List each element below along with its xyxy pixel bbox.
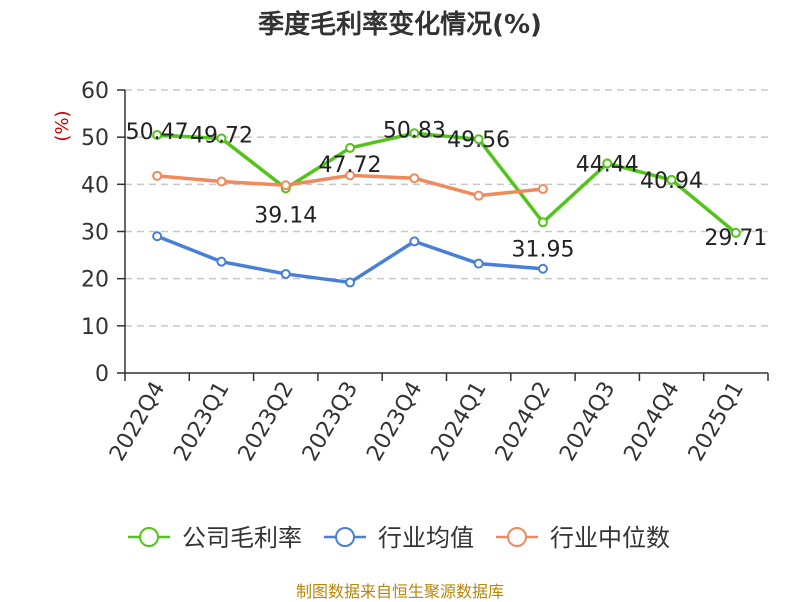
x-tick-label: 2023Q2: [234, 378, 299, 466]
data-label: 47.72: [319, 153, 382, 178]
data-point: [666, 174, 677, 185]
x-tick-label: 2023Q4: [362, 378, 427, 466]
x-tick-label: 2023Q3: [298, 378, 363, 466]
data-point: [280, 268, 291, 279]
data-point: [345, 142, 356, 153]
data-point: [152, 170, 163, 181]
data-label: 31.95: [511, 237, 574, 262]
data-label: 49.56: [447, 128, 510, 153]
data-label: 39.14: [254, 203, 317, 228]
data-point: [216, 256, 227, 267]
data-point: [537, 217, 548, 228]
data-point: [409, 173, 420, 184]
data-point: [280, 180, 291, 191]
data-label: 29.71: [704, 226, 767, 251]
data-point: [537, 184, 548, 195]
legend-label: 公司毛利率: [182, 524, 302, 552]
x-tick-label: 2024Q1: [427, 378, 492, 466]
data-point: [152, 231, 163, 242]
y-tick-label: 20: [81, 268, 109, 293]
data-label: 50.83: [383, 118, 446, 143]
legend-label: 行业中位数: [550, 524, 670, 552]
data-point: [473, 134, 484, 145]
legend: 公司毛利率 行业均值 行业中位数: [128, 524, 670, 552]
data-point: [473, 190, 484, 201]
x-tick-label: 2024Q4: [619, 378, 684, 466]
data-label: 40.94: [640, 169, 703, 194]
x-tick-label: 2024Q3: [555, 378, 620, 466]
series-layer: [152, 128, 741, 288]
x-tick-label: 2024Q2: [491, 378, 556, 466]
y-tick-label: 10: [81, 315, 109, 340]
y-tick-label: 0: [95, 362, 109, 387]
chart-title: 季度毛利率变化情况(%): [258, 10, 542, 40]
data-point: [345, 170, 356, 181]
legend-label: 行业均值: [378, 524, 474, 552]
source-note: 制图数据来自恒生聚源数据库: [295, 582, 504, 601]
y-axis-unit: (%): [52, 110, 73, 141]
legend-marker: [335, 527, 355, 547]
axes: [124, 90, 768, 374]
data-point: [345, 277, 356, 288]
data-point: [602, 158, 613, 169]
series-line: [157, 131, 737, 235]
y-tick-label: 30: [81, 221, 109, 246]
data-point: [409, 128, 420, 139]
series-line: [156, 234, 544, 285]
data-point: [537, 263, 548, 274]
data-point: [216, 133, 227, 144]
x-tick-label: 2022Q4: [105, 378, 170, 466]
y-tick-label: 50: [81, 126, 109, 151]
data-point: [216, 176, 227, 187]
y-tick-label: 40: [81, 173, 109, 198]
y-tick-label: 60: [81, 79, 109, 104]
data-point: [473, 258, 484, 269]
legend-marker: [507, 527, 527, 547]
data-label: 50.47: [126, 120, 189, 145]
data-label: 44.44: [576, 152, 639, 177]
data-label: 49.72: [190, 123, 253, 148]
data-point: [730, 227, 741, 238]
data-point: [409, 236, 420, 247]
data-point: [152, 129, 163, 140]
x-tick-label: 2025Q1: [684, 378, 749, 466]
x-tick-label: 2023Q1: [169, 378, 234, 466]
legend-marker: [139, 527, 159, 547]
